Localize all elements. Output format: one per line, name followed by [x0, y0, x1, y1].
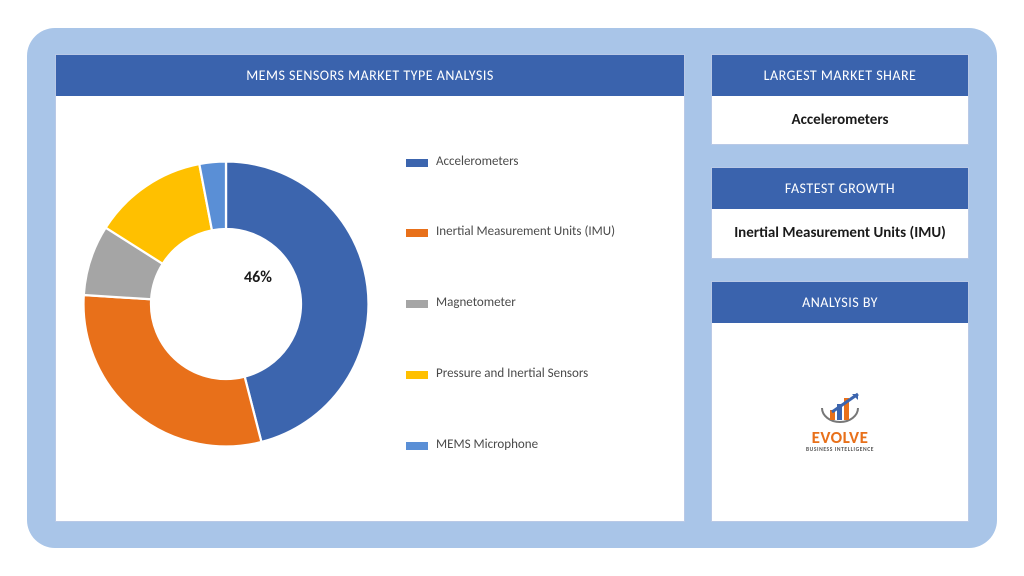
logo-text-sub: BUSINESS INTELLIGENCE — [806, 448, 874, 454]
dashboard-frame: MEMS SENSORS MARKET TYPE ANALYSIS 46% Ac… — [27, 28, 997, 548]
side-cards: LARGEST MARKET SHARE Accelerometers FAST… — [711, 54, 969, 522]
legend-label: Pressure and Inertial Sensors — [436, 366, 588, 383]
evolve-logo: EVOLVE BUSINESS INTELLIGENCE — [806, 390, 874, 454]
legend-item: MEMS Microphone — [406, 437, 664, 454]
legend-label: Inertial Measurement Units (IMU) — [436, 224, 615, 241]
card-largest-share: LARGEST MARKET SHARE Accelerometers — [711, 54, 969, 145]
legend-item: Accelerometers — [406, 154, 664, 171]
legend-swatch — [406, 159, 428, 167]
card-largest-share-value: Accelerometers — [712, 96, 968, 144]
donut-svg — [76, 154, 376, 454]
chart-body: 46% Accelerometers Inertial Measurement U… — [56, 96, 684, 521]
legend-item: Pressure and Inertial Sensors — [406, 366, 664, 383]
card-fastest-growth-value: Inertial Measurement Units (IMU) — [712, 209, 968, 257]
logo-bars-icon — [814, 390, 866, 424]
card-largest-share-title: LARGEST MARKET SHARE — [712, 55, 968, 96]
chart-title: MEMS SENSORS MARKET TYPE ANALYSIS — [56, 55, 684, 96]
legend-item: Inertial Measurement Units (IMU) — [406, 224, 664, 241]
legend-swatch — [406, 300, 428, 308]
legend-swatch — [406, 442, 428, 450]
card-fastest-growth: FASTEST GROWTH Inertial Measurement Unit… — [711, 167, 969, 258]
card-fastest-growth-title: FASTEST GROWTH — [712, 168, 968, 209]
card-analysis-by-body: EVOLVE BUSINESS INTELLIGENCE — [712, 323, 968, 522]
chart-panel: MEMS SENSORS MARKET TYPE ANALYSIS 46% Ac… — [55, 54, 685, 522]
legend-label: MEMS Microphone — [436, 437, 538, 454]
donut-slice — [84, 295, 262, 446]
logo-text-main: EVOLVE — [812, 429, 869, 446]
logo-svg — [814, 390, 866, 424]
legend-swatch — [406, 229, 428, 237]
legend-item: Magnetometer — [406, 295, 664, 312]
chart-legend: Accelerometers Inertial Measurement Units… — [376, 144, 664, 464]
legend-swatch — [406, 371, 428, 379]
donut-center-label: 46% — [244, 268, 272, 287]
legend-label: Accelerometers — [436, 154, 518, 171]
card-analysis-by: ANALYSIS BY EVOLVE BUSINESS INTELLIGENCE — [711, 281, 969, 523]
donut-chart: 46% — [76, 154, 376, 454]
card-analysis-by-title: ANALYSIS BY — [712, 282, 968, 323]
legend-label: Magnetometer — [436, 295, 516, 312]
